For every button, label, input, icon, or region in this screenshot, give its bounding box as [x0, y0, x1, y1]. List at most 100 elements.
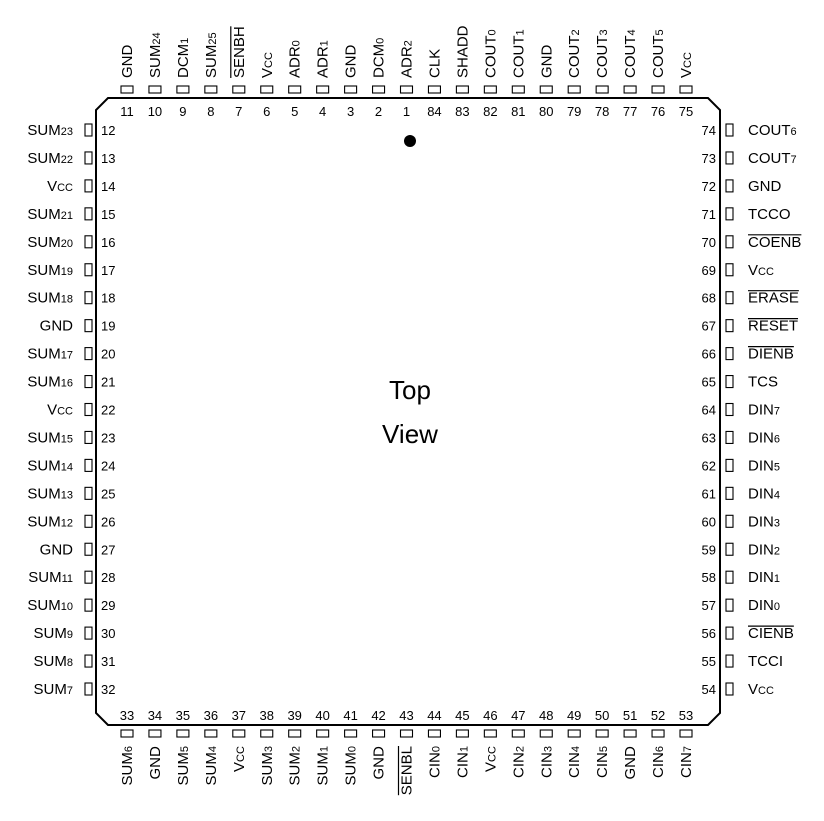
pin-number-21: 21: [101, 375, 115, 390]
pin-label-cout3: COUT3: [594, 29, 611, 78]
pin-number-84: 84: [427, 104, 441, 119]
pin-number-25: 25: [101, 486, 115, 501]
pin-label-coenb: COENB: [748, 234, 801, 251]
pin-label-sum16: SUM16: [27, 374, 73, 391]
pin-label-sum9: SUM9: [34, 625, 73, 642]
pin-number-16: 16: [101, 235, 115, 250]
pin-label-cout7: COUT7: [748, 150, 797, 167]
pin-label-din7: DIN7: [748, 402, 780, 419]
pin-79-lead: [567, 85, 581, 94]
pin-number-23: 23: [101, 430, 115, 445]
center-label-line1: Top: [389, 375, 431, 405]
pin-number-41: 41: [343, 708, 357, 723]
pin-number-46: 46: [483, 708, 497, 723]
pin-number-47: 47: [511, 708, 525, 723]
pin-label-din3: DIN3: [748, 513, 780, 530]
pin-number-64: 64: [702, 403, 716, 418]
pin-label-vcc: VCC: [748, 262, 774, 279]
pin-number-6: 6: [263, 104, 270, 119]
pin-label-sum21: SUM21: [27, 206, 73, 223]
pin-label-vcc: VCC: [748, 681, 774, 698]
pin-label-din0: DIN0: [748, 597, 780, 614]
pin-number-70: 70: [702, 235, 716, 250]
pin-80-lead: [539, 85, 553, 94]
pin-label-senbh: SENBH: [231, 26, 248, 78]
pin-84-lead: [427, 85, 442, 94]
pin-label-sum11: SUM11: [28, 569, 73, 586]
pin-label-erase: ERASE: [748, 290, 799, 307]
pin-number-52: 52: [651, 708, 665, 723]
pin-number-33: 33: [120, 708, 134, 723]
pin-30-lead: [84, 626, 93, 640]
pin-60-lead: [725, 514, 734, 528]
pin-68-lead: [725, 291, 734, 305]
pin-number-12: 12: [101, 123, 115, 138]
pin-label-sum18: SUM18: [27, 290, 73, 307]
pin-53-lead: [679, 729, 693, 738]
pin-23-lead: [84, 430, 93, 445]
pin-number-15: 15: [101, 207, 115, 222]
pin-number-57: 57: [702, 598, 716, 613]
pin-label-cienb: CIENB: [748, 625, 794, 642]
chip-body: [95, 97, 721, 726]
pin-label-cin1: CIN1: [454, 746, 471, 778]
pin-number-14: 14: [101, 179, 115, 194]
pin-64-lead: [725, 402, 734, 417]
pin-70-lead: [725, 235, 734, 249]
pin-20-lead: [84, 347, 93, 361]
pin-55-lead: [725, 654, 734, 668]
pin-label-cout2: COUT2: [566, 29, 583, 78]
pin-number-50: 50: [595, 708, 609, 723]
pin-number-45: 45: [455, 708, 469, 723]
pin-75-lead: [679, 85, 693, 94]
pin-number-69: 69: [702, 263, 716, 278]
pin-number-71: 71: [702, 207, 716, 222]
pin-number-76: 76: [651, 104, 665, 119]
pin-number-2: 2: [375, 104, 382, 119]
pin-number-53: 53: [679, 708, 693, 723]
pin-number-27: 27: [101, 542, 115, 557]
pin-44-lead: [427, 729, 442, 738]
pin-73-lead: [725, 151, 734, 165]
pin-label-gnd: GND: [343, 45, 360, 79]
pin-label-cout0: COUT0: [482, 29, 499, 78]
pin-number-31: 31: [101, 654, 115, 669]
pin-59-lead: [725, 542, 734, 556]
pin-number-11: 11: [120, 104, 134, 119]
pin-38-lead: [260, 729, 274, 738]
pin-label-sum1: SUM1: [315, 746, 332, 785]
pin-57-lead: [725, 598, 734, 612]
pin-label-gnd: GND: [147, 746, 164, 780]
pin-number-82: 82: [483, 104, 497, 119]
pin-number-58: 58: [702, 570, 716, 585]
pin-label-senbl: SENBL: [399, 746, 416, 795]
pin-number-40: 40: [315, 708, 329, 723]
pin-label-tcci: TCCI: [748, 653, 783, 670]
pin-label-gnd: GND: [748, 178, 782, 195]
pin-label-cout5: COUT5: [650, 29, 667, 78]
pin-number-4: 4: [319, 104, 326, 119]
pin-10-lead: [148, 85, 162, 94]
pin-label-sum13: SUM13: [27, 485, 73, 502]
pin-number-68: 68: [702, 291, 716, 306]
pin-label-shadd: SHADD: [454, 25, 471, 78]
pin-label-adr2: ADR2: [399, 40, 416, 78]
pin-number-62: 62: [702, 458, 716, 473]
pin-number-3: 3: [347, 104, 354, 119]
pin-71-lead: [725, 207, 734, 221]
pin-label-sum12: SUM12: [27, 513, 73, 530]
pin-label-sum15: SUM15: [27, 429, 73, 446]
pin-74-lead: [725, 123, 734, 137]
pin-label-reset: RESET: [748, 318, 798, 335]
pin-number-67: 67: [702, 319, 716, 334]
pin-83-lead: [455, 85, 469, 94]
pin-number-17: 17: [101, 263, 115, 278]
pin-number-61: 61: [702, 486, 716, 501]
pin-label-sum24: SUM24: [147, 32, 164, 78]
pin-number-36: 36: [204, 708, 218, 723]
pin-7-lead: [232, 85, 246, 94]
pin-1-lead: [399, 85, 414, 94]
pin-number-56: 56: [702, 626, 716, 641]
pin-label-vcc: VCC: [231, 746, 248, 772]
pin-number-60: 60: [702, 514, 716, 529]
